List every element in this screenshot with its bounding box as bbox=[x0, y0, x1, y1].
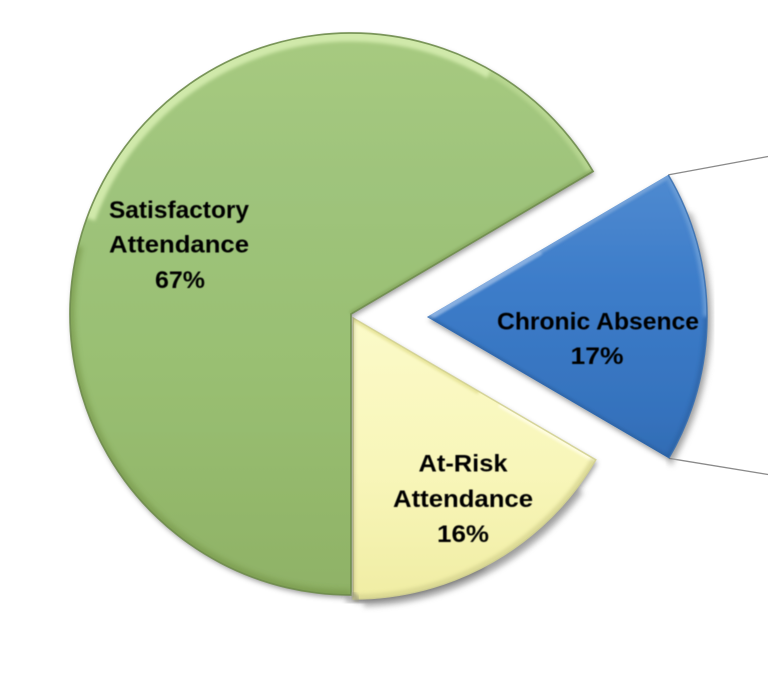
svg-text:Attendance: Attendance bbox=[109, 232, 249, 259]
svg-text:Attendance: Attendance bbox=[393, 486, 533, 513]
svg-text:16%: 16% bbox=[437, 521, 489, 548]
svg-text:67%: 67% bbox=[155, 267, 205, 294]
svg-text:17%: 17% bbox=[571, 343, 624, 370]
svg-text:Chronic Absence: Chronic Absence bbox=[497, 309, 699, 336]
svg-text:Satisfactory: Satisfactory bbox=[109, 197, 250, 224]
svg-text:At-Risk: At-Risk bbox=[419, 451, 509, 478]
